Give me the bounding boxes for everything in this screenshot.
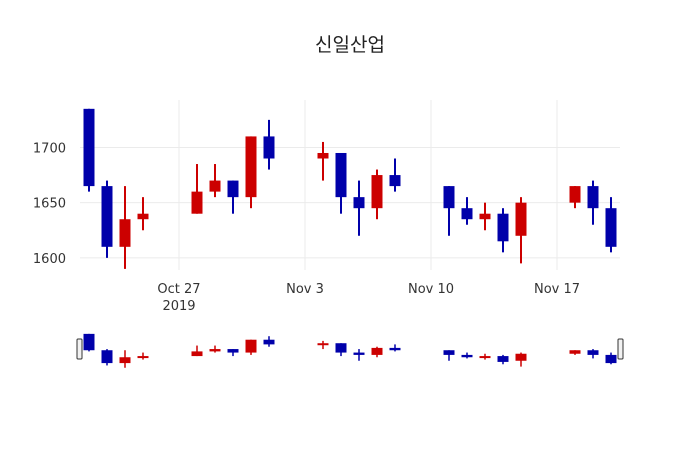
slider-candle-body [497, 356, 509, 362]
slider-candle-body [371, 347, 383, 355]
x-tick-label: Nov 3 [286, 282, 324, 297]
slider-candle-body [353, 352, 365, 355]
y-tick-label: 1650 [33, 197, 66, 212]
x-tick-label: Oct 27 [157, 282, 200, 297]
candle-body[interactable] [263, 136, 275, 159]
candle-body[interactable] [443, 186, 455, 209]
slider-candle-body [317, 343, 329, 346]
slider-candle-body [209, 349, 221, 352]
candle-body[interactable] [605, 208, 617, 247]
slider-candle-body [101, 350, 113, 364]
y-tick-label: 1600 [33, 252, 66, 267]
slider-candle-body [479, 356, 491, 359]
candle-body[interactable] [119, 219, 131, 247]
candle-body[interactable] [371, 175, 383, 209]
candle-body[interactable] [227, 180, 239, 198]
x-tick-label: Nov 17 [534, 282, 580, 297]
candle-body[interactable] [353, 197, 365, 209]
slider-candle-body [389, 347, 401, 351]
x-tick-label: Nov 10 [408, 282, 454, 297]
candle-body[interactable] [137, 213, 149, 220]
slider-candle-body [335, 343, 347, 353]
range-slider-right-handle[interactable] [617, 338, 624, 360]
slider-candle-body [461, 354, 473, 358]
chart-title: 신일산업 [315, 34, 385, 56]
x-tick-sublabel: 2019 [162, 299, 195, 314]
candle-body[interactable] [497, 213, 509, 242]
y-tick-label: 1700 [33, 141, 66, 156]
candle-body[interactable] [479, 213, 491, 220]
candle-body[interactable] [569, 186, 581, 203]
slider-candle-body [443, 350, 455, 355]
slider-candle-body [605, 354, 617, 364]
candle-body[interactable] [335, 152, 347, 198]
candle-body[interactable] [83, 108, 95, 187]
slider-candle-body [263, 339, 275, 345]
slider-candle-body [83, 333, 95, 351]
slider-candle-body [227, 349, 239, 353]
range-slider-left-handle[interactable] [76, 338, 83, 360]
candle-body[interactable] [245, 136, 257, 198]
slider-candle-body [245, 339, 257, 353]
candle-body[interactable] [587, 186, 599, 209]
candle-body[interactable] [461, 208, 473, 220]
candle-body[interactable] [515, 202, 527, 236]
candle-body[interactable] [191, 191, 203, 214]
slider-candle-body [569, 350, 581, 354]
candle-body[interactable] [101, 186, 113, 247]
slider-candle-body [515, 353, 527, 361]
slider-candle-body [587, 350, 599, 355]
slider-candle-body [191, 351, 203, 357]
range-slider[interactable] [80, 328, 620, 370]
slider-candle-body [137, 356, 149, 359]
slider-candle-body [119, 357, 131, 364]
candle-body[interactable] [209, 180, 221, 192]
candle-body[interactable] [317, 152, 329, 159]
candle-body[interactable] [389, 175, 401, 187]
